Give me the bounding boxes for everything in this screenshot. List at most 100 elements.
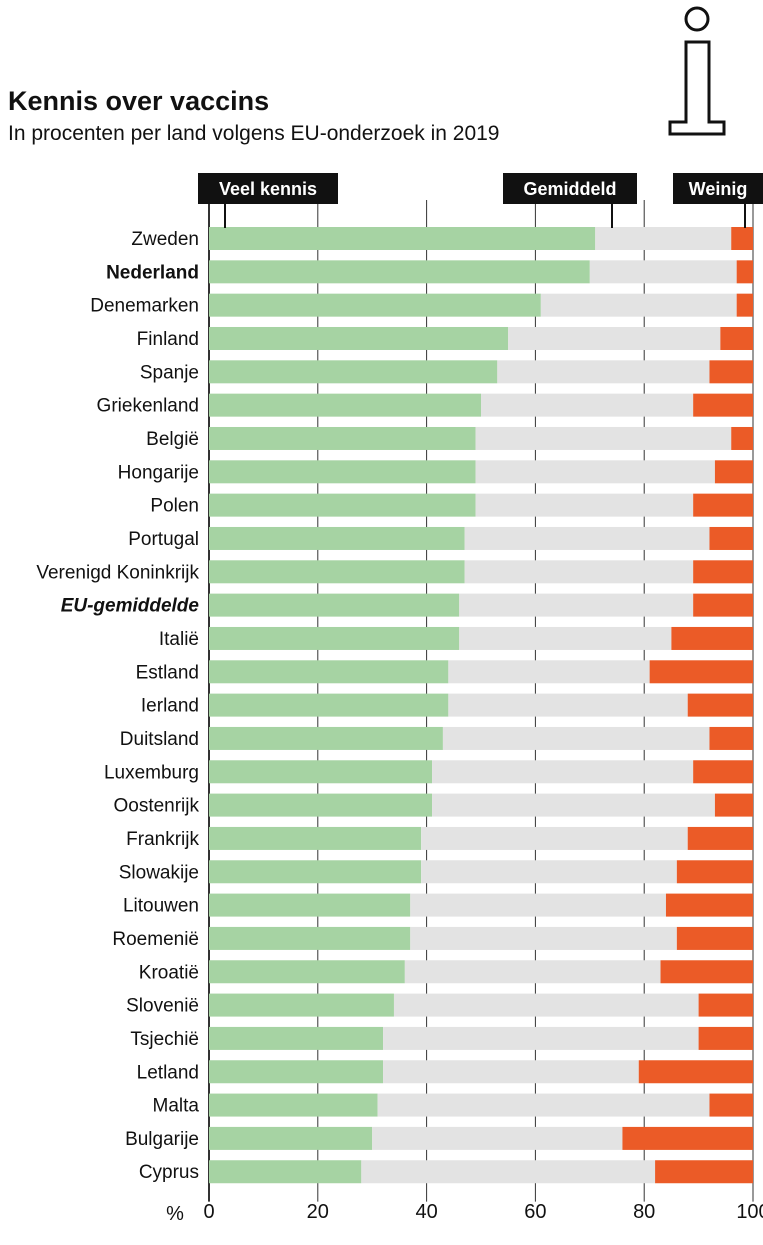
category-label: België — [146, 429, 199, 450]
bar-weinig — [638, 1060, 753, 1084]
bar-gemiddeld — [410, 893, 666, 917]
legend-box — [198, 173, 338, 204]
category-label: Italië — [159, 629, 199, 650]
bar-gemiddeld — [459, 593, 694, 617]
bar-weinig — [736, 260, 753, 284]
bar-gemiddeld — [497, 360, 710, 384]
bar-weinig — [709, 360, 753, 384]
category-label: Cyprus — [139, 1162, 199, 1183]
bar-veel-kennis — [209, 560, 465, 584]
category-label: Polen — [150, 496, 199, 517]
bar-gemiddeld — [508, 326, 721, 350]
category-label: Spanje — [140, 362, 199, 383]
category-label: Portugal — [128, 529, 199, 550]
bar-veel-kennis — [209, 1026, 384, 1050]
bar-veel-kennis — [209, 1160, 362, 1184]
bar-weinig — [665, 893, 753, 917]
category-label: Slowakije — [119, 862, 199, 883]
x-tick-label: 20 — [307, 1201, 329, 1223]
category-label: Tsjechië — [130, 1029, 199, 1050]
bar-weinig — [622, 1126, 753, 1150]
bar-veel-kennis — [209, 826, 422, 850]
category-label: Bulgarije — [125, 1129, 199, 1150]
bar-gemiddeld — [464, 560, 694, 584]
bar-veel-kennis — [209, 293, 541, 317]
category-label: Letland — [137, 1062, 199, 1083]
bar-weinig — [698, 1026, 753, 1050]
bar-weinig — [709, 1093, 753, 1117]
bar-veel-kennis — [209, 860, 422, 884]
bar-weinig — [687, 826, 753, 850]
bar-gemiddeld — [383, 1060, 639, 1084]
category-label: Estland — [136, 662, 199, 683]
bar-weinig — [687, 693, 753, 717]
bar-veel-kennis — [209, 1060, 384, 1084]
category-label: Zweden — [131, 229, 199, 250]
bar-veel-kennis — [209, 993, 394, 1017]
bar-gemiddeld — [589, 260, 737, 284]
category-label: EU-gemiddelde — [61, 596, 200, 617]
category-label: Ierland — [141, 696, 199, 717]
category-label: Frankrijk — [126, 829, 199, 850]
x-tick-label: 40 — [415, 1201, 437, 1223]
category-label: Roemenië — [112, 929, 199, 950]
bar-gemiddeld — [393, 993, 699, 1017]
bar-weinig — [720, 326, 753, 350]
bar-veel-kennis — [209, 426, 476, 450]
bar-gemiddeld — [372, 1126, 623, 1150]
bar-weinig — [693, 393, 753, 417]
bar-veel-kennis — [209, 260, 590, 284]
bar-weinig — [693, 493, 753, 517]
bar-gemiddeld — [432, 793, 715, 817]
category-label: Slovenië — [126, 996, 199, 1017]
bar-weinig — [649, 660, 753, 684]
bar-gemiddeld — [432, 760, 694, 784]
bar-weinig — [709, 726, 753, 750]
x-axis-unit: % — [166, 1203, 184, 1225]
bar-weinig — [693, 560, 753, 584]
bar-weinig — [698, 993, 753, 1017]
bar-veel-kennis — [209, 660, 449, 684]
category-label: Oostenrijk — [113, 796, 199, 817]
info-icon — [668, 6, 726, 136]
bar-veel-kennis — [209, 1126, 373, 1150]
category-label: Malta — [153, 1096, 200, 1117]
bar-weinig — [660, 960, 753, 984]
bar-gemiddeld — [475, 460, 715, 484]
bar-gemiddeld — [481, 393, 694, 417]
bar-gemiddeld — [448, 693, 688, 717]
category-label: Finland — [137, 329, 199, 350]
bar-gemiddeld — [540, 293, 737, 317]
bar-weinig — [731, 426, 753, 450]
bar-veel-kennis — [209, 393, 481, 417]
bar-weinig — [736, 293, 753, 317]
legend-box — [673, 173, 763, 204]
chart-subtitle: In procenten per land volgens EU-onderzo… — [8, 122, 500, 145]
bar-gemiddeld — [421, 826, 688, 850]
bar-gemiddeld — [459, 626, 672, 650]
bar-veel-kennis — [209, 593, 460, 617]
bar-gemiddeld — [464, 526, 710, 550]
bar-gemiddeld — [448, 660, 650, 684]
bar-veel-kennis — [209, 926, 411, 950]
bar-veel-kennis — [209, 893, 411, 917]
category-label: Denemarken — [90, 296, 199, 317]
bar-weinig — [671, 626, 753, 650]
bar-gemiddeld — [475, 493, 694, 517]
bar-gemiddeld — [383, 1026, 699, 1050]
chart-title: Kennis over vaccins — [8, 86, 269, 116]
bar-weinig — [714, 460, 753, 484]
bar-veel-kennis — [209, 326, 509, 350]
category-label: Verenigd Koninkrijk — [36, 562, 199, 583]
legend-box — [503, 173, 637, 204]
bar-weinig — [693, 593, 753, 617]
bar-veel-kennis — [209, 227, 596, 250]
bar-veel-kennis — [209, 493, 476, 517]
category-label: Luxemburg — [104, 762, 199, 783]
x-tick-label: 60 — [524, 1201, 546, 1223]
bar-veel-kennis — [209, 360, 498, 384]
x-tick-label: 0 — [203, 1201, 214, 1223]
bar-weinig — [731, 227, 753, 250]
bar-veel-kennis — [209, 626, 460, 650]
